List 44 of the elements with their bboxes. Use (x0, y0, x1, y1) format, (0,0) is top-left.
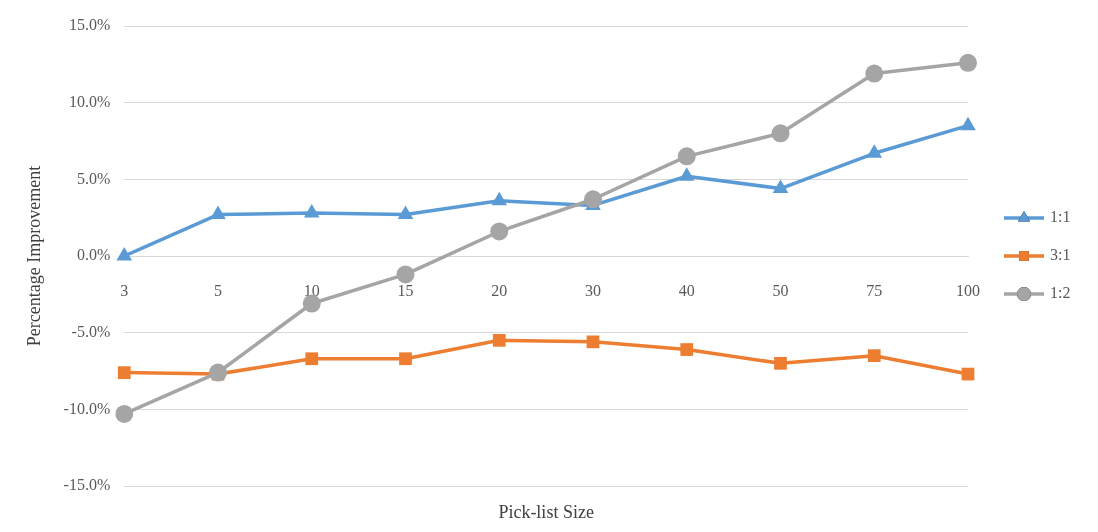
y-tick-label: 5.0% (76, 169, 111, 187)
point (397, 205, 414, 220)
x-tick-label: 30 (585, 281, 601, 299)
point (774, 356, 787, 370)
legend-label: 1:1 (1050, 208, 1071, 226)
legend-label: 1:2 (1050, 284, 1071, 302)
point (302, 294, 321, 313)
point (396, 265, 415, 284)
x-tick-label: 10 (303, 281, 320, 299)
x-axis-title: Pick-list Size (498, 501, 594, 522)
point (772, 179, 789, 194)
point (115, 404, 134, 423)
y-tick-label: 10.0% (68, 92, 111, 110)
x-tick-label: 50 (772, 281, 789, 299)
x-tick-label: 3 (120, 281, 129, 299)
point (680, 343, 694, 356)
point (584, 190, 602, 209)
point (490, 222, 509, 241)
point (305, 352, 319, 366)
y-tick-label: -15.0% (63, 476, 111, 494)
x-tick-label: 40 (678, 281, 695, 299)
y-tick-label: 15.0% (68, 16, 111, 34)
legend-label: 3:1 (1050, 246, 1071, 264)
point (116, 247, 133, 261)
point (678, 167, 695, 181)
point (491, 191, 508, 206)
point (303, 204, 320, 218)
y-tick-label: 0.0% (76, 246, 111, 264)
y-tick-label: -5.0% (71, 322, 111, 340)
x-tick-label: 5 (214, 281, 223, 299)
point (867, 349, 881, 363)
point (866, 144, 883, 158)
point (210, 205, 226, 220)
point (492, 333, 506, 347)
x-tick-label: 100 (956, 281, 980, 299)
point (960, 116, 976, 131)
y-axis-title: Percentage Improvement (23, 165, 44, 347)
point (399, 352, 412, 366)
y-tick-label: -10.0% (63, 399, 111, 417)
point (209, 363, 228, 382)
x-tick-label: 20 (491, 281, 508, 299)
point (117, 366, 131, 379)
x-tick-label: 15 (397, 281, 414, 299)
x-tick-label: 75 (866, 281, 883, 299)
